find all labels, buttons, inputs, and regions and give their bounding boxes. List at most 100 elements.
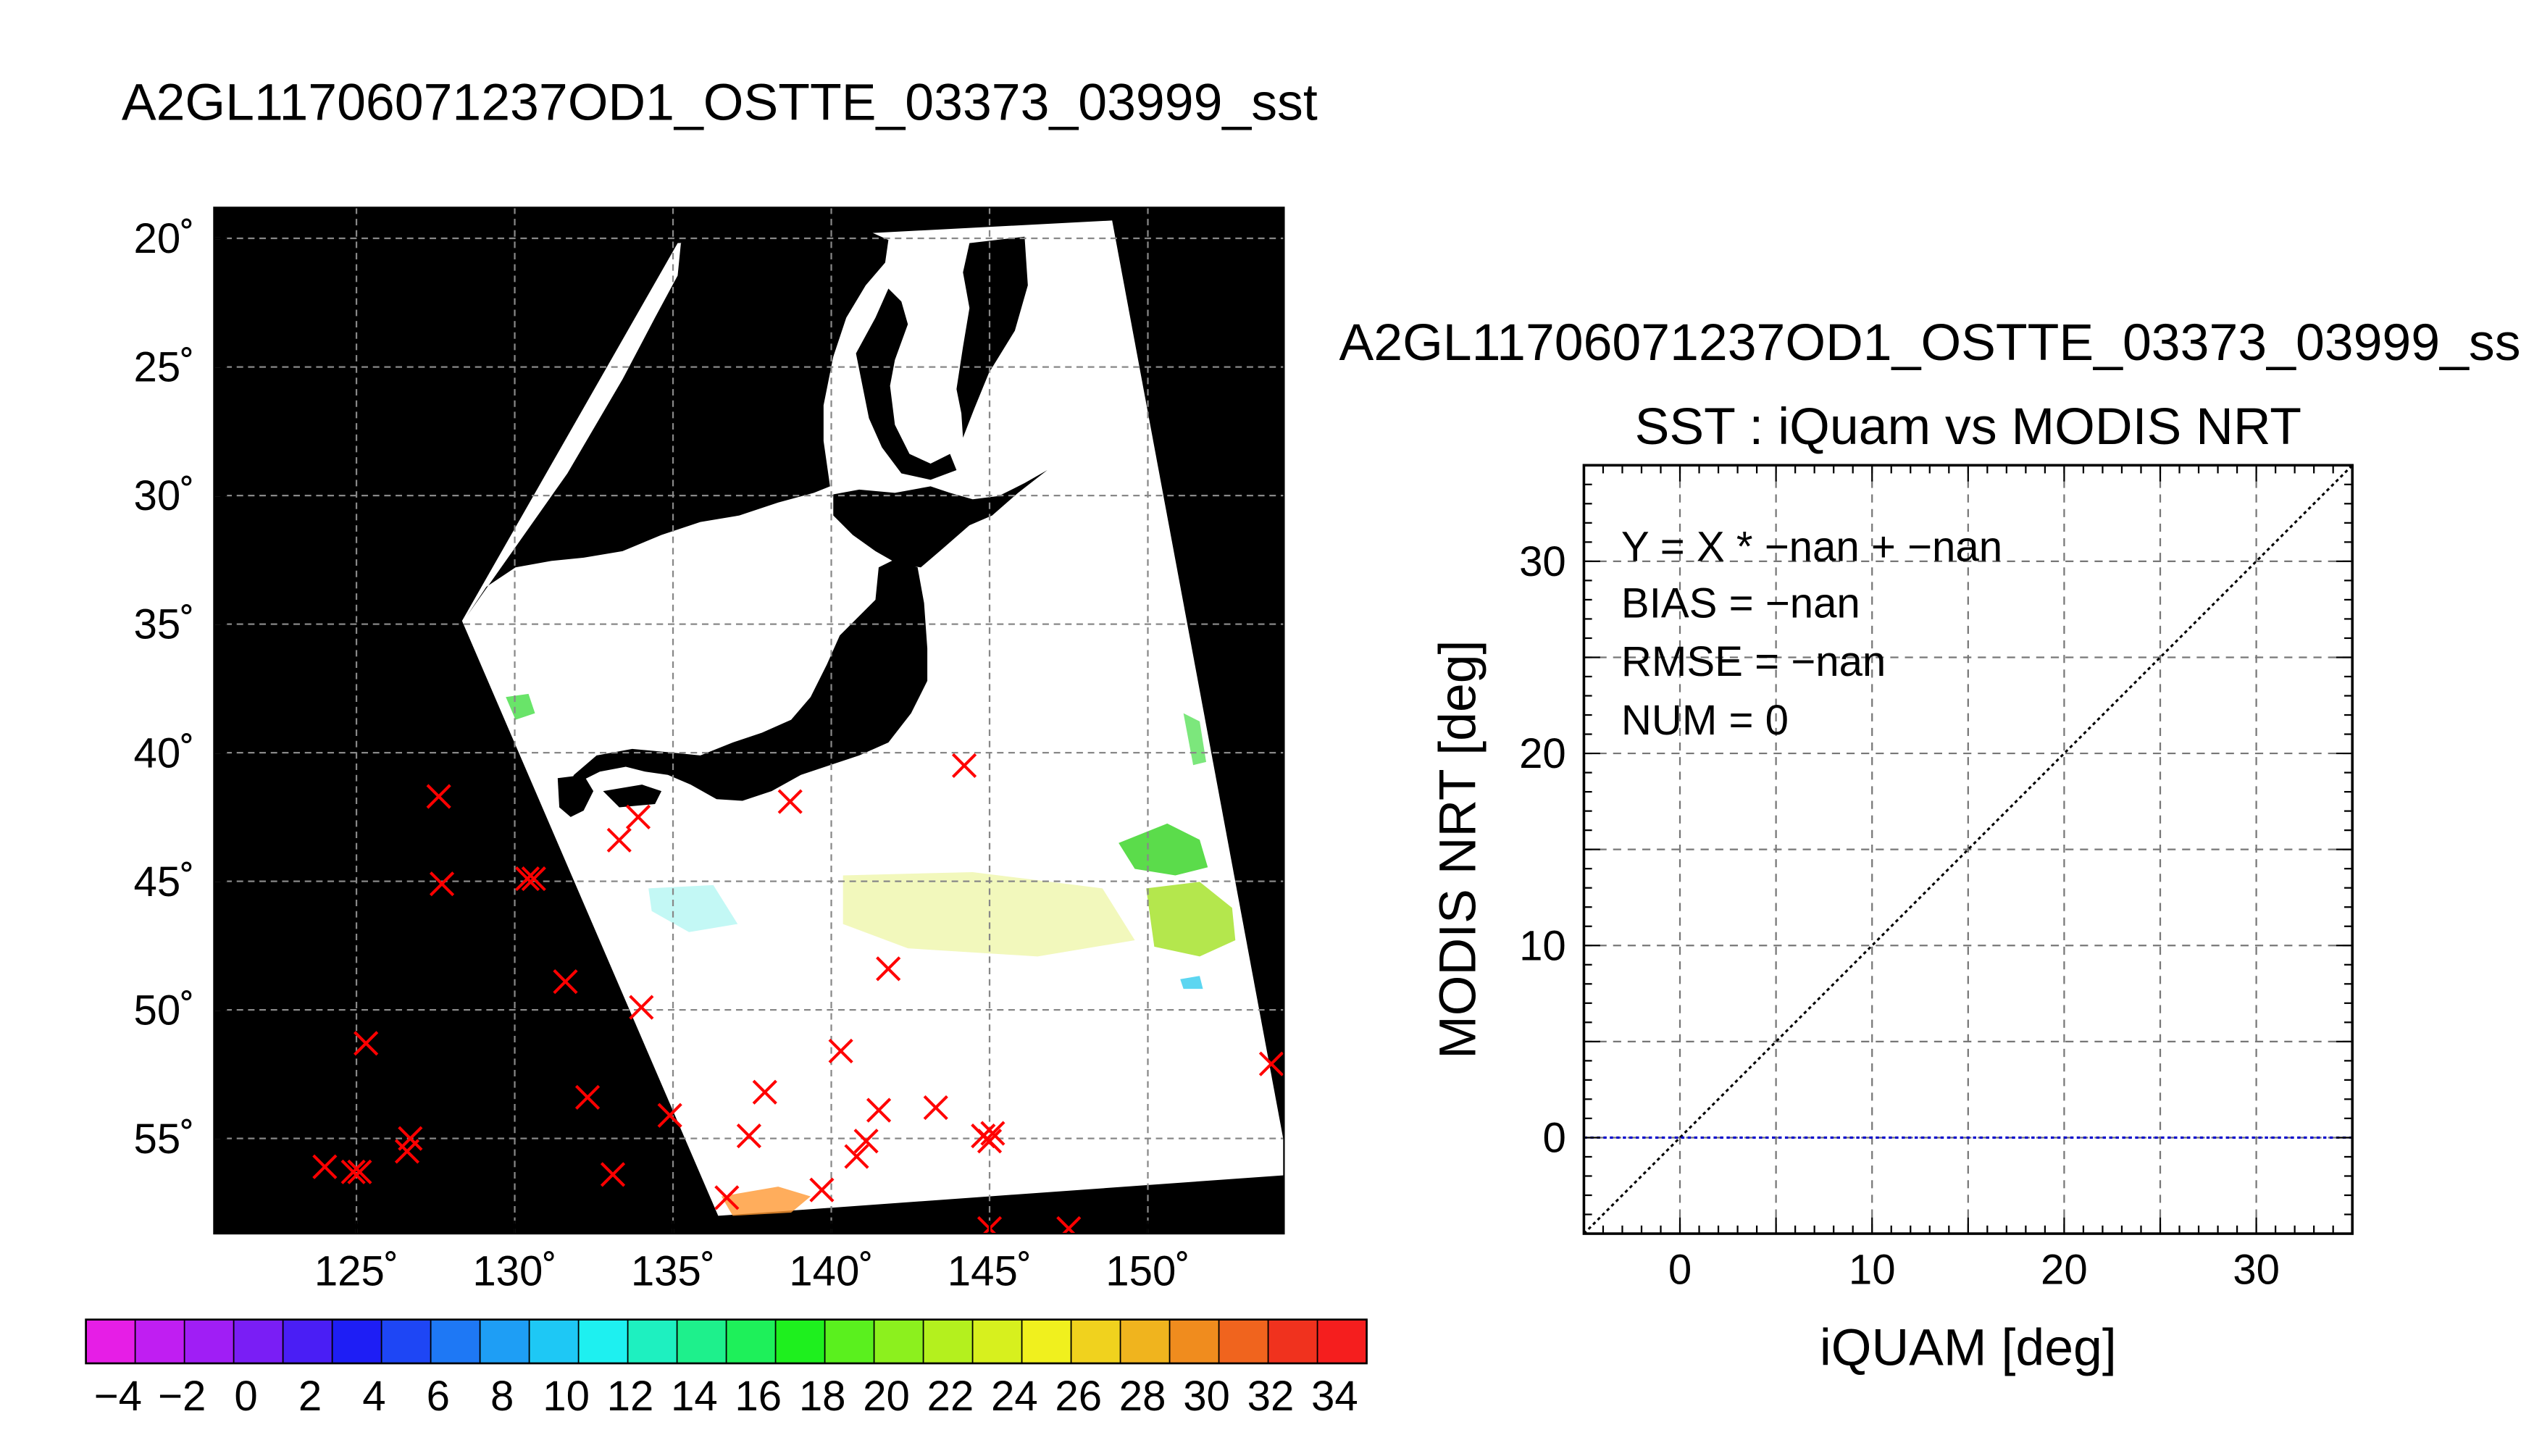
- map-marker-x: [777, 789, 803, 814]
- map-marker-x: [828, 1038, 853, 1064]
- map-tick-label-lat: 20˚: [133, 215, 194, 262]
- colorbar-segment: [824, 1319, 875, 1364]
- map-tick-label-lat: 25˚: [133, 344, 194, 391]
- scatter-tick-label-y: 20: [1519, 730, 1566, 777]
- colorbar-segment: [480, 1319, 530, 1364]
- map-marker-x: [347, 1159, 372, 1184]
- map-marker-x: [853, 1129, 879, 1154]
- colorbar-segment: [578, 1319, 629, 1364]
- colorbar-tick-label: 34: [1311, 1373, 1358, 1420]
- map-marker-x: [736, 1124, 761, 1149]
- map-marker-x: [521, 866, 546, 892]
- sst-patch-green-3: [1183, 713, 1206, 766]
- colorbar-tick-label: 28: [1119, 1373, 1166, 1420]
- map-marker-x: [394, 1139, 420, 1164]
- map-marker-x: [553, 969, 578, 995]
- colorbar-segment: [135, 1319, 185, 1364]
- colorbar-segment: [381, 1319, 432, 1364]
- colorbar-segment: [775, 1319, 826, 1364]
- stats-num: NUM = 0: [1621, 697, 1789, 744]
- colorbar-tick-label: 8: [490, 1373, 514, 1420]
- colorbar-labels: −4 −2 0 2 4 6 8 10 12 14 16 18 20 22 24 26 28 30 32 34: [94, 1373, 1358, 1420]
- scatter-tick-label-x: 20: [2041, 1246, 2088, 1293]
- colorbar-segment: [677, 1319, 727, 1364]
- colorbar-segment: [430, 1319, 481, 1364]
- map-marker-x: [1258, 1051, 1284, 1076]
- scatter-ticks: 0 10 20 30 0 10 20 30: [1519, 464, 2354, 1293]
- map-marker-x: [657, 1103, 682, 1128]
- colorbar-segment: [923, 1319, 974, 1364]
- map-marker-x: [625, 804, 651, 829]
- colorbar-tick-label: 18: [799, 1373, 846, 1420]
- kamchatka-coast-land: [956, 236, 1028, 438]
- map-marker-x: [844, 1144, 869, 1169]
- sst-patch-blue: [1180, 976, 1203, 990]
- colorbar-tick-label: 22: [927, 1373, 974, 1420]
- colorbar-segment: [233, 1319, 284, 1364]
- map-marker-x: [752, 1079, 777, 1105]
- colorbar-segment: [1169, 1319, 1220, 1364]
- map-marker-x: [429, 871, 455, 897]
- map-marker-x: [600, 1162, 626, 1187]
- map-tick-label-lon: 130˚: [472, 1248, 556, 1295]
- sst-patch-green: [1119, 823, 1208, 876]
- colorbar-segment: [184, 1319, 235, 1364]
- colorbar-segment: [1218, 1319, 1269, 1364]
- map-tick-label-lat: 35˚: [133, 601, 194, 648]
- colorbar-segment: [1268, 1319, 1318, 1364]
- colorbar-segment: [1120, 1319, 1171, 1364]
- colorbar-tick-label: 16: [735, 1373, 782, 1420]
- sst-patch-cyan: [648, 884, 738, 932]
- sakhalin-land: [856, 288, 957, 480]
- map-tick-label-lon: 145˚: [948, 1248, 1032, 1295]
- japan-shikoku-land: [603, 785, 662, 808]
- map-marker-x: [923, 1095, 948, 1121]
- colorbar-segment: [85, 1319, 136, 1364]
- map-tick-label-lon: 125˚: [314, 1248, 398, 1295]
- map-marker-x: [1056, 1216, 1082, 1234]
- scatter-x-axis-label: iQUAM [deg]: [1820, 1318, 2117, 1376]
- map-marker-x: [629, 995, 654, 1020]
- mainland-asia-land: [467, 223, 889, 616]
- map-marker-x: [340, 1159, 366, 1184]
- map-tick-label-lon: 135˚: [631, 1248, 715, 1295]
- map-marker-x: [951, 753, 977, 778]
- colorbar-segment: [726, 1319, 777, 1364]
- colorbar-tick-label: 26: [1055, 1373, 1102, 1420]
- map-gridlines: [214, 207, 1284, 1234]
- scatter-tick-label-y: 30: [1519, 538, 1566, 585]
- map-marker-x: [426, 784, 451, 809]
- colorbar-tick-label: 24: [991, 1373, 1038, 1420]
- scatter-tick-label-y: 0: [1542, 1115, 1565, 1162]
- colorbar-tick-label: 14: [671, 1373, 718, 1420]
- scatter-reference-lines: [1584, 465, 2353, 1234]
- colorbar-segment: [972, 1319, 1023, 1364]
- scatter-y-axis-label: MODIS NRT [deg]: [1429, 640, 1487, 1058]
- colorbar-tick-label: 4: [362, 1373, 385, 1420]
- map-marker-x: [977, 1129, 1003, 1154]
- sst-patch-orange: [721, 1187, 811, 1216]
- colorbar-segment: [283, 1319, 333, 1364]
- colorbar-segment: [874, 1319, 924, 1364]
- sst-patch-green-2: [506, 693, 535, 720]
- map-markers: [312, 753, 1284, 1234]
- colorbar-segment: [627, 1319, 678, 1364]
- map-marker-x: [714, 1185, 740, 1210]
- map-plot-area: [214, 207, 1284, 1234]
- sst-patch-lime: [1146, 882, 1236, 957]
- colorbar-tick-label: 12: [607, 1373, 654, 1420]
- stats-fit-line: Y = X * −nan + −nan: [1621, 523, 2002, 570]
- map-marker-x: [574, 1084, 601, 1110]
- colorbar-tick-label: 6: [427, 1373, 450, 1420]
- colorbar-segment: [332, 1319, 382, 1364]
- scatter-tick-label-x: 30: [2233, 1246, 2280, 1293]
- colorbar-tick-label: 2: [298, 1373, 322, 1420]
- map-tick-label-lon: 140˚: [789, 1248, 873, 1295]
- scatter-figure-title: A2GL11706071237OD1_OSTTE_03373_03999_ss: [1339, 314, 2521, 372]
- map-marker-x: [980, 1121, 1005, 1146]
- colorbar-segment: [529, 1319, 580, 1364]
- colorbar-tick-label: −2: [158, 1373, 206, 1420]
- map-tick-label-lat: 45˚: [133, 858, 194, 905]
